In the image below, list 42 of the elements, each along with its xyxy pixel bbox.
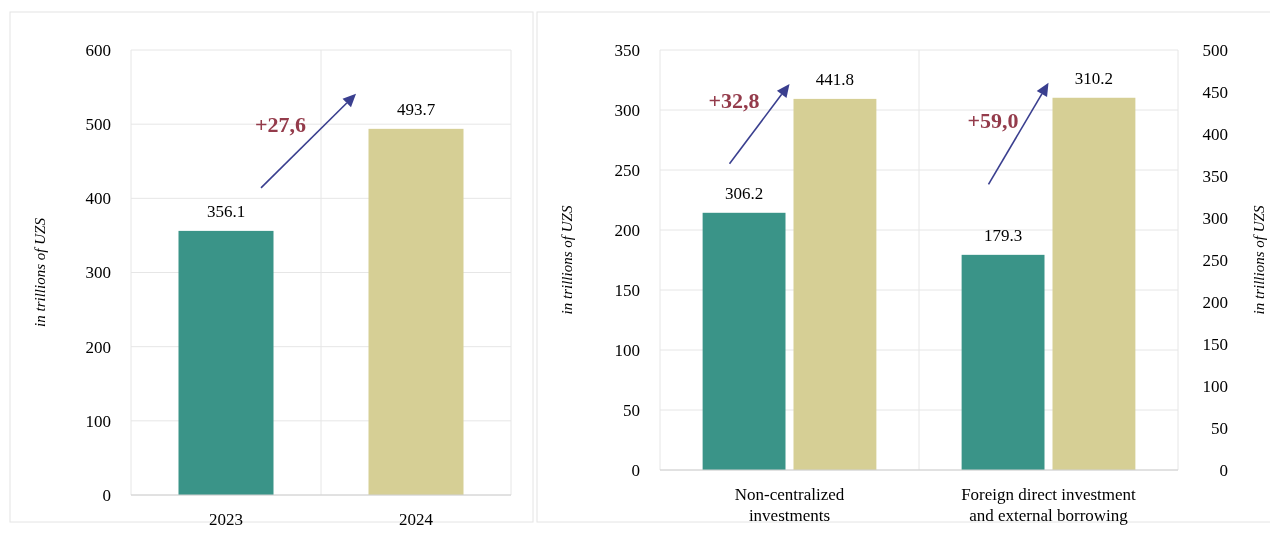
y2-tick-label: 100	[1202, 376, 1228, 396]
y-tick-label: 300	[614, 100, 640, 120]
annotation: +32,8	[708, 87, 760, 113]
data-label: 179.3	[983, 225, 1023, 245]
y-tick-label: 100	[85, 411, 111, 431]
y2-tick-label: 50	[1211, 418, 1228, 438]
y2-axis-title: in trillions of UZS	[1251, 205, 1267, 315]
y-tick-label: 500	[85, 115, 111, 135]
x-tick-label: Non-centralized investments	[734, 485, 845, 525]
y-tick-label: 350	[614, 40, 640, 60]
y-tick-label: 400	[85, 189, 111, 209]
data-label: 493.7	[396, 99, 436, 119]
y-axis-title: in trillions of UZS	[32, 217, 48, 327]
data-label: 356.1	[206, 201, 246, 221]
y2-tick-label: 300	[1202, 208, 1228, 228]
y-tick-label: 50	[623, 400, 640, 420]
annotation: +59,0	[967, 108, 1019, 134]
x-tick-label: Foreign direct investment and external borrowing	[961, 485, 1137, 525]
y-axis-title: in trillions of UZS	[559, 205, 575, 315]
annotation: +27,6	[254, 111, 306, 137]
y2-tick-label: 350	[1202, 166, 1228, 186]
y-tick-label: 250	[614, 160, 640, 180]
y2-tick-label: 500	[1202, 40, 1228, 60]
x-tick-label: 2023	[209, 510, 243, 529]
y-tick-label: 0	[102, 485, 111, 505]
x-tick-label: 2024	[399, 510, 434, 529]
data-label: 310.2	[1074, 68, 1114, 88]
data-label: 441.8	[815, 69, 855, 89]
y2-tick-label: 450	[1202, 82, 1228, 102]
y2-tick-label: 0	[1219, 460, 1228, 480]
y2-tick-label: 150	[1202, 334, 1228, 354]
y2-tick-label: 400	[1202, 124, 1228, 144]
y-tick-label: 300	[85, 263, 111, 283]
y-tick-label: 200	[614, 220, 640, 240]
y2-tick-label: 250	[1202, 250, 1228, 270]
y-tick-label: 100	[614, 340, 640, 360]
data-label: 306.2	[724, 183, 764, 203]
y2-tick-label: 200	[1202, 292, 1228, 312]
y-tick-label: 600	[85, 40, 111, 60]
y-tick-label: 200	[85, 337, 111, 357]
y-tick-label: 0	[631, 460, 640, 480]
y-tick-label: 150	[614, 280, 640, 300]
